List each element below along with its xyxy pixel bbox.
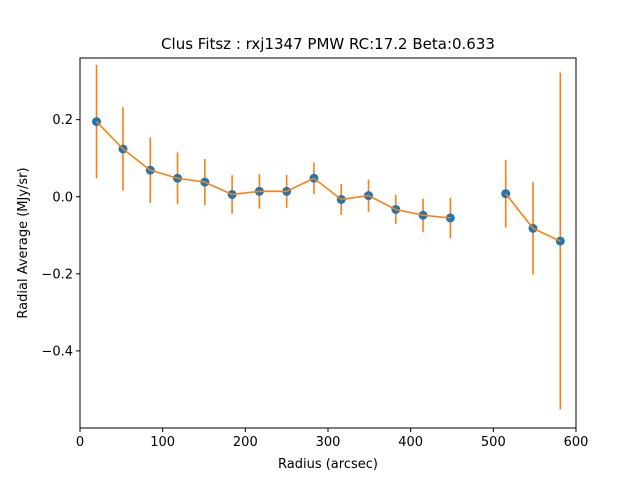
y-tick-label: 0.2 [52,113,73,128]
plot-area [92,64,565,410]
x-tick-label: 400 [398,435,423,450]
chart-title: Clus Fitsz : rxj1347 PMW RC:17.2 Beta:0.… [161,35,495,53]
series-line [505,193,561,242]
x-tick-label: 300 [316,435,341,450]
x-tick-label: 500 [481,435,506,450]
y-tick-label: 0.0 [52,190,73,205]
y-axis: −0.4 −0.2 0.0 0.2 [41,113,80,359]
x-tick-label: 600 [564,435,589,450]
y-axis-label: Radial Average (MJy/sr) [16,167,31,318]
x-tick-label: 200 [233,435,258,450]
y-tick-label: −0.2 [41,267,73,282]
y-tick-label: −0.4 [41,344,73,359]
x-tick-label: 0 [76,435,84,450]
x-axis-label: Radius (arcsec) [278,457,378,472]
x-axis: 0 100 200 300 400 500 600 [76,428,589,450]
series-line [95,121,451,219]
x-tick-label: 100 [150,435,175,450]
